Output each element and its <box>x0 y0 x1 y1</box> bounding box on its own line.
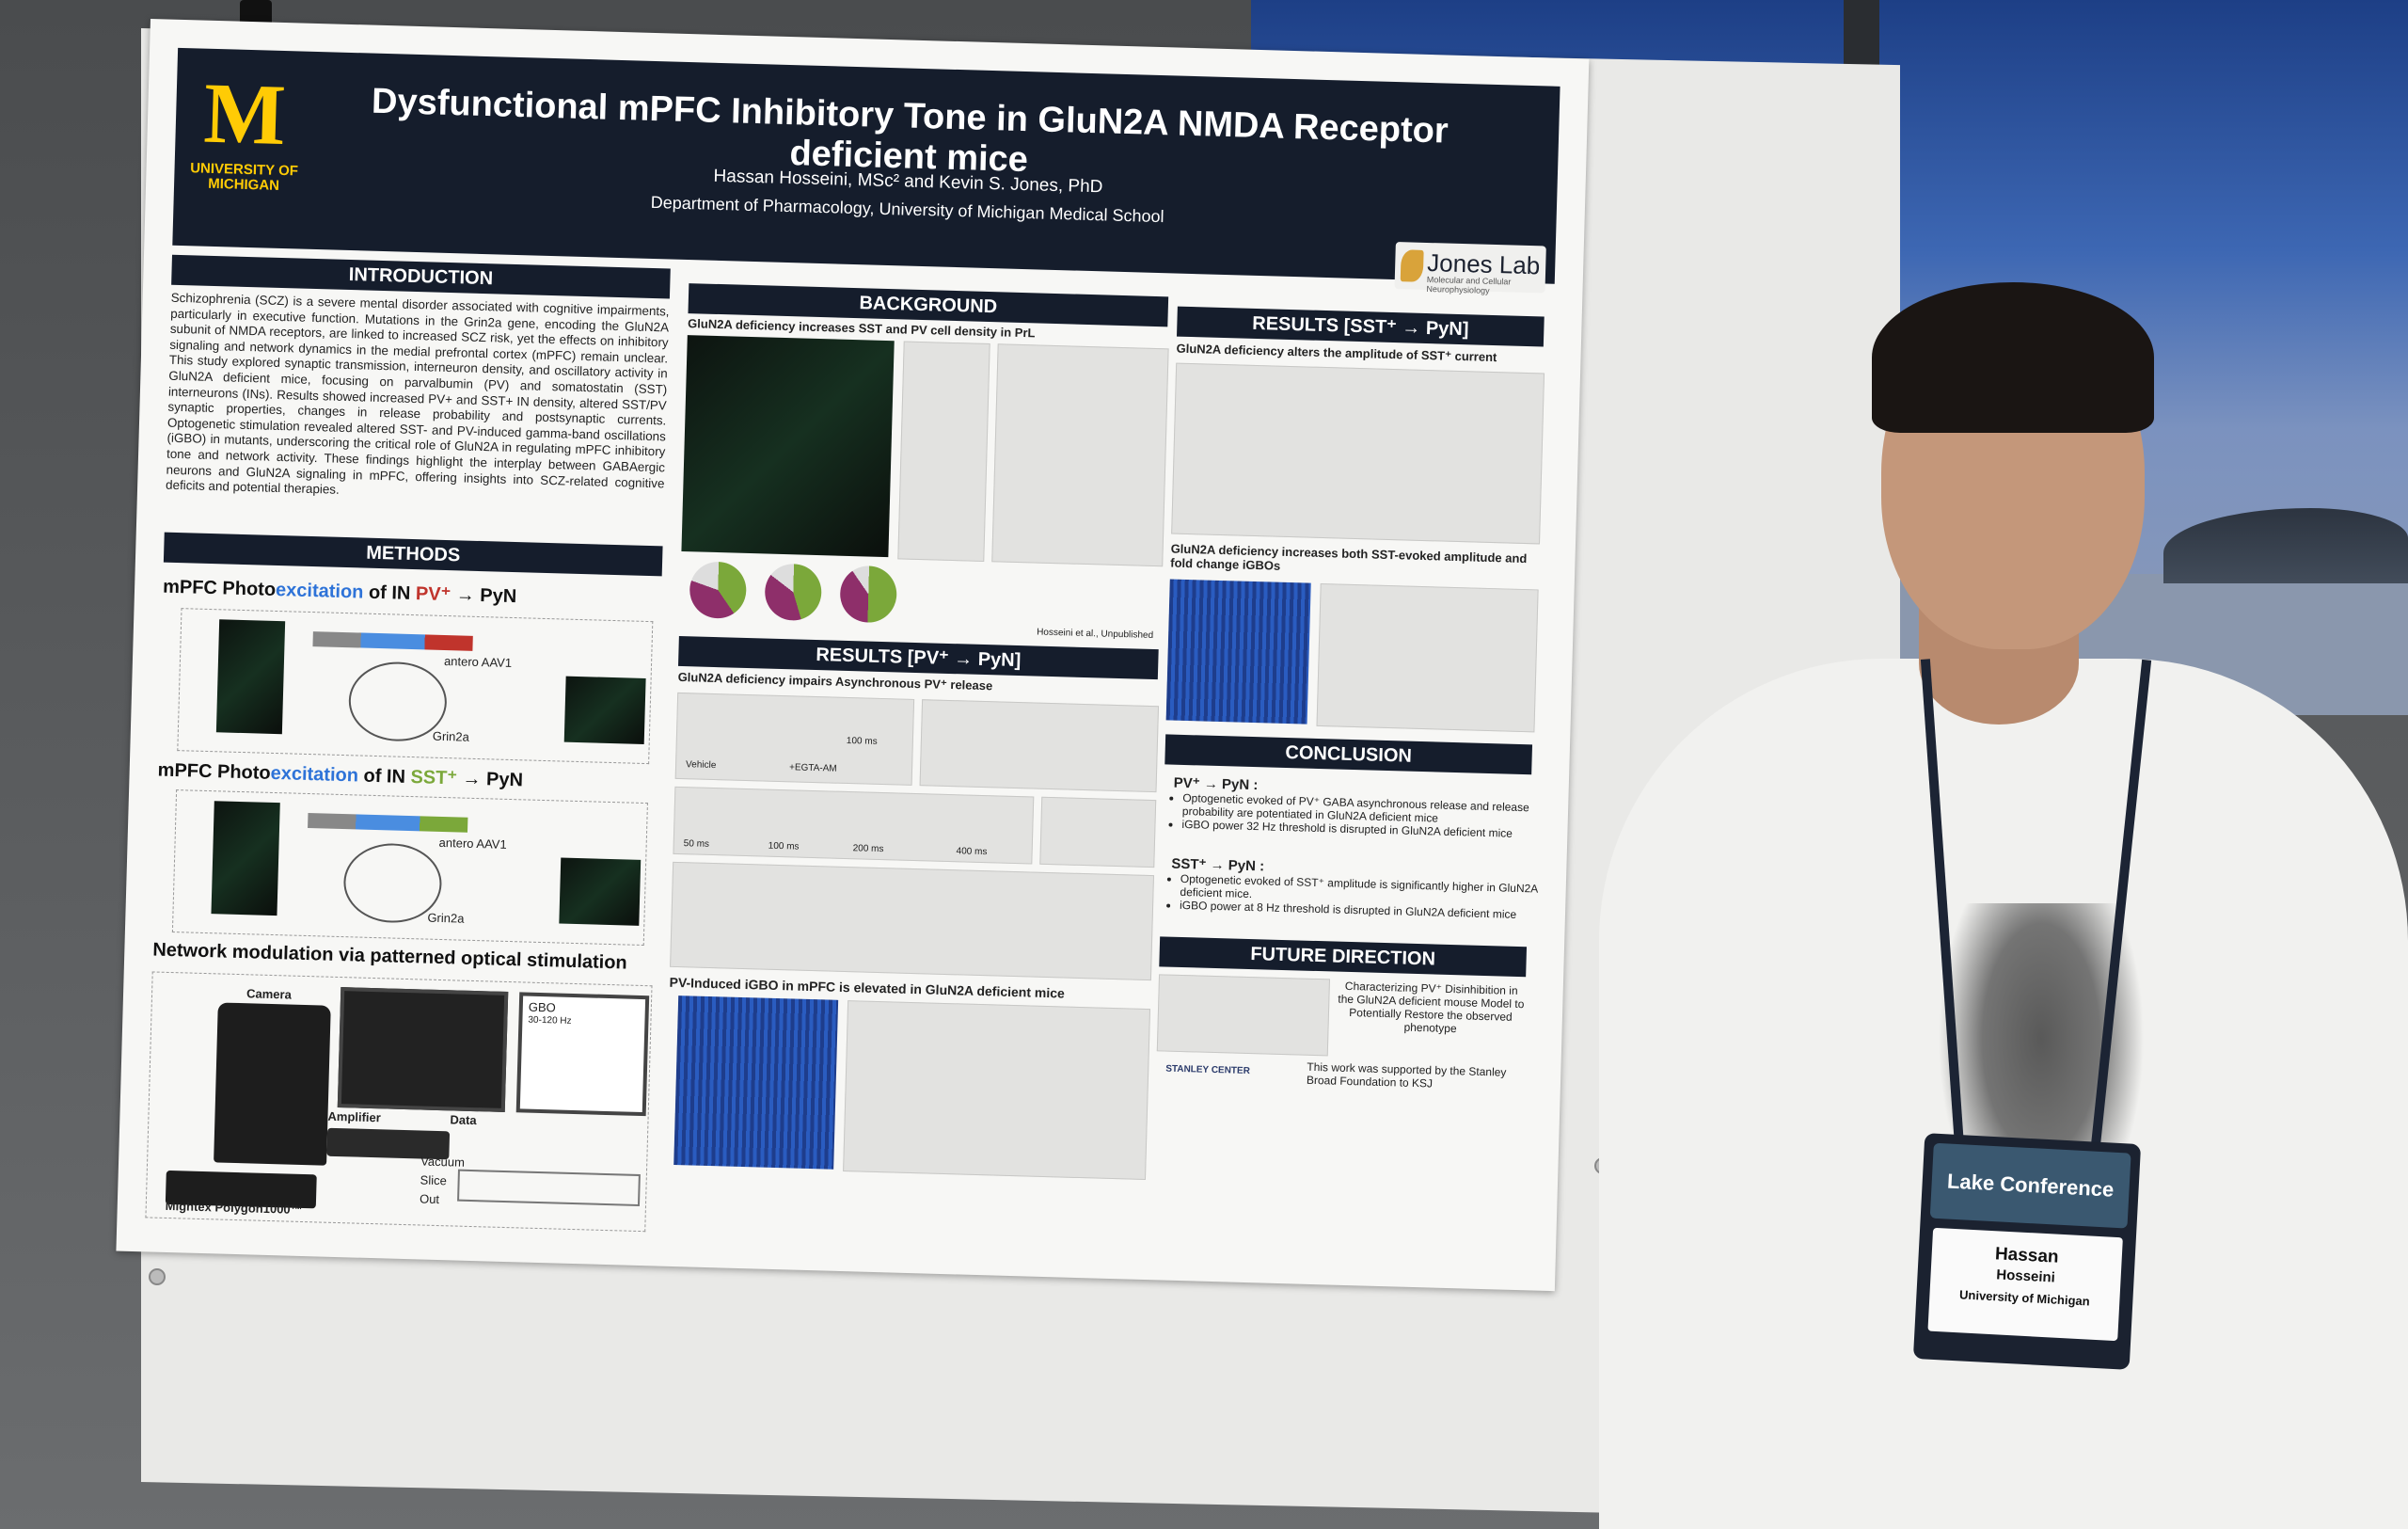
pv-amplitude-plots <box>919 699 1160 793</box>
name-badge: Lake Conference Hassan Hosseini Universi… <box>1912 1133 2142 1370</box>
network-setup-figure: Camera GBO 30-120 Hz Amplifier Data Vacu… <box>145 971 653 1233</box>
trace-plots <box>991 343 1169 567</box>
pv-histology-image <box>215 619 286 735</box>
density-plots <box>897 341 990 562</box>
background-credit: Hosseini et al., Unpublished <box>1037 627 1154 642</box>
vehicle-label: Vehicle <box>685 759 717 772</box>
gbo-monitor-icon: GBO 30-120 Hz <box>515 992 650 1117</box>
methods-pv-title: mPFC Photoexcitation of IN PV⁺ → PyN <box>162 576 517 608</box>
university-logo: M <box>202 64 288 164</box>
sst-confocal-image <box>559 857 642 926</box>
pv-igbo-power-plots <box>843 1000 1151 1181</box>
push-pin-icon <box>149 1268 166 1285</box>
pv-current-traces: Vehicle +EGTA-AM 100 ms <box>674 692 915 786</box>
t400-label: 400 ms <box>956 846 988 858</box>
t100-label: 100 ms <box>768 840 800 852</box>
network-modulation-title: Network modulation via patterned optical… <box>152 939 627 974</box>
gbo-label: GBO <box>528 999 556 1015</box>
egta-label: +EGTA-AM <box>788 762 837 774</box>
lab-subtitle: Molecular and Cellular Neurophysiology <box>1426 274 1512 295</box>
monitor-icon <box>337 987 509 1112</box>
stanley-center-logo: STANLEY CENTER <box>1165 1063 1251 1077</box>
future-direction-header: FUTURE DIRECTION <box>1159 936 1528 978</box>
scale-bar-label: 100 ms <box>846 735 878 747</box>
pie-chart-icon <box>764 563 823 622</box>
conclusion-pv-list: Optogenetic evoked of PV⁺ GABA asynchron… <box>1163 790 1540 840</box>
methods-sst-title: mPFC Photoexcitation of IN SST⁺ → PyN <box>157 759 524 791</box>
methods-header: METHODS <box>163 532 663 577</box>
antero-label: antero AAV1 <box>443 653 513 670</box>
badge-card: Hassan Hosseini University of Michigan <box>1927 1227 2123 1342</box>
background-histology-grid <box>681 335 895 558</box>
results-sst-subtitle: GluN2A deficiency alters the amplitude o… <box>1176 341 1497 365</box>
badge-event: Lake Conference <box>1929 1142 2131 1229</box>
antero-label: antero AAV1 <box>438 835 507 852</box>
sst-histology-image <box>211 801 280 916</box>
sst-methods-figure: antero AAV1 Grin2a <box>171 789 648 947</box>
lab-logo: Jones Lab Molecular and Cellular Neuroph… <box>1394 242 1546 295</box>
conclusion-sst-list: Optogenetic evoked of SST⁺ amplitude is … <box>1161 871 1538 921</box>
data-label: Data <box>450 1112 477 1128</box>
perfusion-chamber-icon <box>457 1169 641 1207</box>
sst-igbo-power-plots <box>1316 582 1539 733</box>
pv-construct-diagram <box>312 631 473 651</box>
pv-async-release-plots <box>670 861 1155 981</box>
out-label: Out <box>419 1191 440 1207</box>
grin-label: Grin2a <box>432 728 470 744</box>
vacuum-label: Vacuum <box>420 1154 466 1170</box>
sst-construct-diagram <box>308 813 468 833</box>
pie-chart-icon <box>689 561 748 619</box>
future-text: Characterizing PV⁺ Disinhibition in the … <box>1338 979 1525 1036</box>
pv-methods-figure: antero AAV1 Grin2a <box>177 608 654 765</box>
microscope-icon <box>214 1002 331 1166</box>
research-poster: M UNIVERSITY OF MICHIGAN Dysfunctional m… <box>116 19 1590 1292</box>
sst-amplitude-plots <box>1171 362 1545 545</box>
introduction-text: Schizophrenia (SCZ) is a severe mental d… <box>165 290 670 497</box>
pv-spectrograms <box>673 995 839 1170</box>
pv-confocal-image <box>563 676 646 744</box>
person-hair <box>1872 282 2154 433</box>
badge-organization: University of Michigan <box>1958 1287 2091 1309</box>
gbo-range: 30-120 Hz <box>528 1014 572 1027</box>
poster-banner: M UNIVERSITY OF MICHIGAN Dysfunctional m… <box>172 47 1560 295</box>
results-sst-subtitle2: GluN2A deficiency increases both SST-evo… <box>1170 541 1528 573</box>
brain-icon <box>1400 249 1424 282</box>
conclusion-header: CONCLUSION <box>1164 734 1533 775</box>
university-name: UNIVERSITY OF MICHIGAN <box>189 160 299 194</box>
future-diagram <box>1156 974 1330 1057</box>
pv-ppr-plot <box>1039 796 1157 868</box>
grin-label: Grin2a <box>427 910 465 926</box>
t200-label: 200 ms <box>852 843 884 855</box>
sst-spectrograms <box>1165 579 1311 725</box>
results-sst-header: RESULTS [SST⁺ → PyN] <box>1176 306 1545 347</box>
funding-text: This work was supported by the Stanley B… <box>1306 1059 1507 1091</box>
camera-label: Camera <box>246 986 293 1002</box>
t50-label: 50 ms <box>683 838 710 850</box>
pv-train-traces: 50 ms 100 ms 200 ms 400 ms <box>673 786 1035 865</box>
amplifier-label: Amplifier <box>327 1108 382 1125</box>
slice-label: Slice <box>420 1172 448 1188</box>
device-label: Mightex Polygon1000™ <box>165 1198 303 1218</box>
pie-chart-icon <box>839 565 898 624</box>
